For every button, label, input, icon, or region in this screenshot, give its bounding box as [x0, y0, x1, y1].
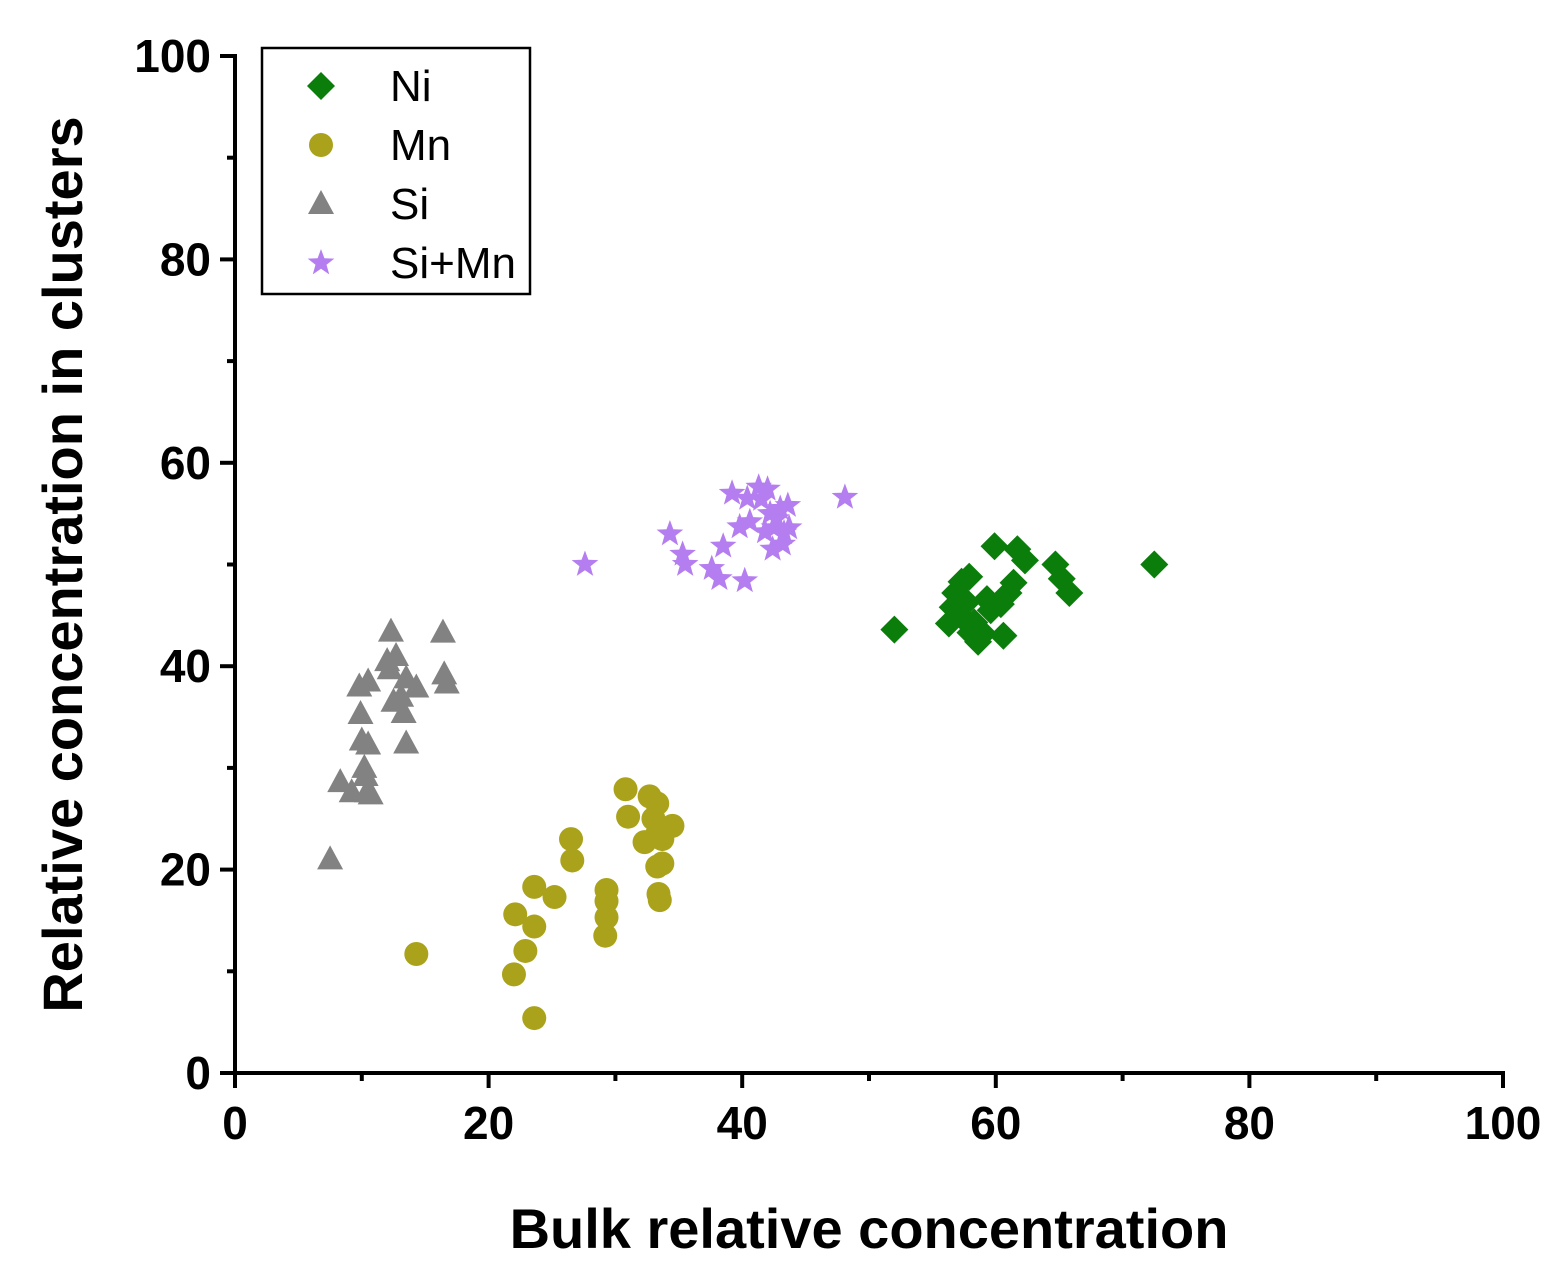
point-si-mn-4: [698, 554, 726, 580]
legend-marker-mn: [309, 133, 333, 157]
point-si-mn-0: [571, 550, 599, 576]
y-tick-label-100: 100: [134, 30, 211, 82]
legend-label-si: Si: [390, 180, 429, 229]
x-tick-label-60: 60: [970, 1097, 1021, 1149]
point-si-mn-23: [774, 491, 802, 517]
point-mn-13: [594, 877, 619, 902]
y-tick-label-20: 20: [160, 844, 211, 896]
point-si-1: [327, 768, 354, 793]
point-ni-18: [999, 568, 1028, 597]
point-ni-14: [980, 532, 1009, 561]
point-mn-9: [560, 848, 585, 873]
point-si-21: [403, 673, 430, 698]
x-tick-label-40: 40: [717, 1097, 768, 1149]
point-si-mn-15: [754, 475, 781, 501]
point-si-mn-19: [763, 504, 790, 531]
point-si-19: [393, 729, 420, 754]
series-si-mn: [571, 473, 859, 593]
legend-box: [260, 46, 532, 296]
point-mn-7: [542, 885, 567, 910]
point-si-mn-5: [706, 564, 733, 591]
point-ni-23: [1055, 578, 1084, 607]
legend-marker-si: [308, 190, 334, 214]
point-si-mn-21: [769, 530, 797, 556]
x-tick-label-100: 100: [1465, 1097, 1542, 1149]
series-ni: [880, 532, 1169, 656]
point-si-0: [317, 845, 344, 870]
point-si-14: [377, 617, 404, 642]
point-mn-14: [613, 777, 638, 802]
point-mn-0: [404, 942, 429, 967]
point-si-mn-3: [671, 550, 699, 576]
data-points: [317, 473, 1169, 1031]
point-mn-15: [616, 804, 641, 829]
y-tick-label-0: 0: [185, 1047, 211, 1099]
legend-label-mn: Mn: [390, 121, 451, 170]
point-si-mn-11: [736, 507, 764, 534]
axes: [233, 54, 1505, 1075]
point-si-mn-9: [731, 566, 759, 593]
point-si-mn-16: [756, 499, 784, 525]
point-mn-25: [660, 813, 685, 838]
point-si-mn-10: [733, 484, 761, 510]
series-si: [317, 617, 460, 870]
point-si-16: [383, 642, 410, 667]
legend-marker-ni: [307, 72, 335, 100]
x-tick-label-20: 20: [463, 1097, 514, 1149]
point-si-11: [357, 780, 384, 805]
legend: Ni Mn Si Si+Mn: [260, 46, 532, 296]
point-si-mn-18: [760, 513, 788, 540]
series-mn: [404, 777, 685, 1031]
tick-labels: 0 20 40 60 80 100 0 20 40 60 80 100: [134, 30, 1541, 1149]
point-mn-26: [647, 888, 672, 913]
point-mn-19: [645, 791, 670, 816]
point-ni-11: [969, 619, 998, 648]
x-tick-label-80: 80: [1224, 1097, 1275, 1149]
point-si-mn-17: [759, 535, 786, 561]
point-si-18: [390, 698, 417, 723]
point-si-13: [376, 655, 403, 680]
point-mn-6: [522, 874, 547, 899]
point-mn-3: [513, 938, 538, 963]
point-si-mn-24: [775, 513, 803, 540]
y-tick-label-80: 80: [160, 233, 211, 285]
point-si-mn-7: [718, 479, 746, 505]
point-mn-1: [501, 962, 526, 987]
x-axis-title: Bulk relative concentration: [510, 1197, 1229, 1260]
legend-label-si-mn: Si+Mn: [390, 239, 516, 288]
point-ni-0: [880, 615, 909, 644]
point-si-7: [352, 762, 379, 787]
point-ni-7: [955, 562, 984, 591]
y-tick-label-60: 60: [160, 437, 211, 489]
point-ni-16: [989, 621, 1018, 650]
point-si-24: [433, 669, 460, 694]
y-tick-label-40: 40: [160, 640, 211, 692]
point-mn-2: [503, 902, 528, 927]
point-ni-20: [1010, 546, 1039, 575]
point-mn-4: [522, 1006, 547, 1031]
y-axis-title: Relative concentration in clusters: [31, 116, 94, 1012]
point-si-4: [347, 699, 374, 724]
point-si-22: [429, 618, 456, 643]
point-si-17: [388, 682, 415, 707]
point-mn-5: [522, 914, 547, 939]
point-si-mn-14: [751, 517, 779, 544]
point-si-mn-1: [656, 519, 684, 546]
point-mn-10: [593, 923, 618, 948]
x-tick-label-0: 0: [222, 1097, 248, 1149]
point-si-mn-6: [709, 532, 737, 558]
point-ni-24: [1140, 550, 1169, 579]
point-si-mn-2: [669, 540, 696, 566]
point-mn-23: [650, 851, 675, 876]
legend-marker-si-mn: [307, 249, 335, 275]
point-si-mn-20: [766, 494, 794, 520]
point-mn-8: [559, 827, 584, 852]
point-si-mn-8: [726, 512, 753, 539]
point-si-9: [355, 667, 382, 692]
point-si-mn-25: [831, 483, 859, 509]
point-si-10: [355, 730, 382, 755]
legend-label-ni: Ni: [390, 62, 432, 111]
